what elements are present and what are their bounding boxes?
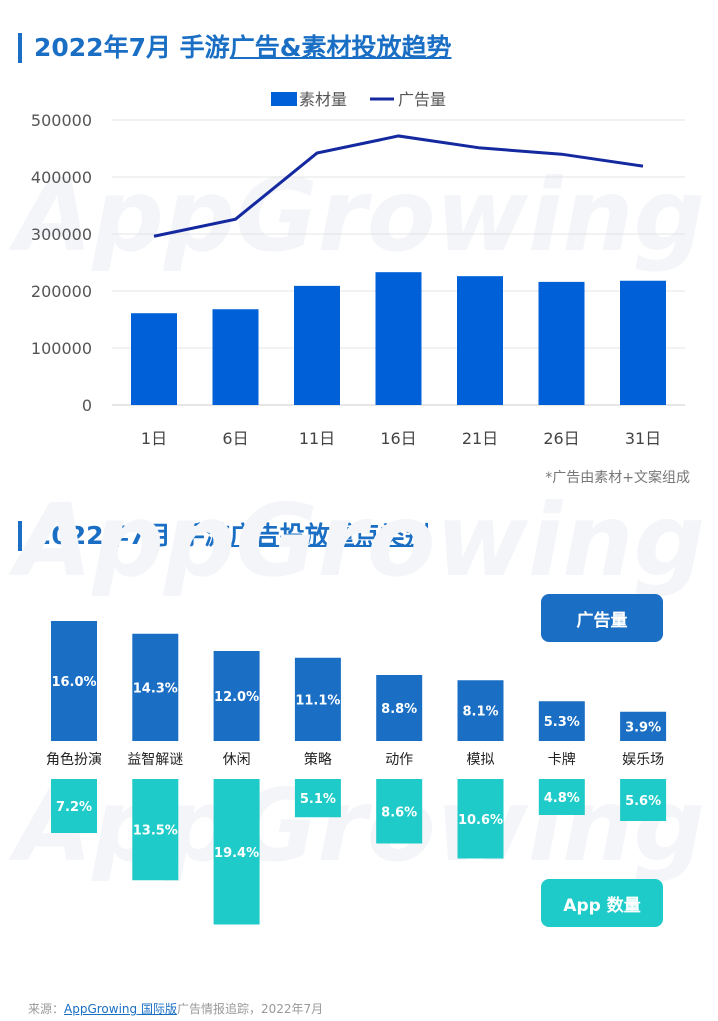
bar xyxy=(457,276,503,405)
category-label: 动作 xyxy=(385,752,413,768)
app-share-bar xyxy=(538,779,585,815)
legend-bar-label: 素材量 xyxy=(299,90,347,109)
y-tick-label: 500000 xyxy=(31,111,92,130)
x-tick-label: 11日 xyxy=(299,429,335,448)
app-share-bar xyxy=(457,779,504,859)
y-tick-label: 0 xyxy=(82,396,92,415)
category-label: 卡牌 xyxy=(548,751,576,768)
ad-share-label: 11.1% xyxy=(295,693,340,708)
bar xyxy=(538,281,585,405)
chart1-title: 2022年7月 手游广告&素材投放趋势 xyxy=(18,33,452,63)
ad-share-label: 8.8% xyxy=(381,702,417,717)
category-label: 角色扮演 xyxy=(46,751,102,768)
ad-share-label: 12.0% xyxy=(214,690,259,705)
category-label: 策略 xyxy=(304,751,332,768)
app-share-bar xyxy=(213,779,260,925)
source: 来源：AppGrowing 国际版广告情报追踪，2022年7月 xyxy=(28,1002,324,1016)
ad-share-label: 14.3% xyxy=(133,681,178,696)
watermark: AppGrowing xyxy=(8,767,705,884)
ad-share-label: 16.0% xyxy=(51,675,96,690)
legend-bar-swatch xyxy=(271,92,297,106)
x-tick-label: 31日 xyxy=(625,429,661,448)
chart2-title: 2022年7月 手游广告投放重点类别 xyxy=(18,521,430,551)
category-label: 休闲 xyxy=(223,752,251,768)
ad-share-bar xyxy=(294,657,341,741)
category-label: 模拟 xyxy=(467,752,495,768)
bar xyxy=(375,272,422,405)
y-tick-label: 300000 xyxy=(31,225,92,244)
legend-ad-share: 广告量 xyxy=(541,594,663,642)
watermark: AppGrowing xyxy=(8,482,705,599)
trend-chart: AppGrowing010000020000030000040000050000… xyxy=(8,90,705,448)
x-tick-label: 21日 xyxy=(462,429,498,448)
ad-share-bar xyxy=(620,711,667,741)
app-share-label: 8.6% xyxy=(381,805,417,820)
ad-volume-line xyxy=(153,134,644,238)
ad-share-bar xyxy=(51,621,97,741)
app-share-label: 5.1% xyxy=(300,792,336,807)
x-tick-label: 16日 xyxy=(380,429,416,448)
footnote: *广告由素材+文案组成 xyxy=(545,470,690,486)
bar xyxy=(212,309,259,405)
ad-share-bar xyxy=(538,701,585,741)
app-share-bar xyxy=(294,779,341,818)
app-share-label: 7.2% xyxy=(56,800,92,815)
ad-share-bar xyxy=(457,680,504,741)
x-tick-label: 6日 xyxy=(222,429,248,448)
x-tick-label: 26日 xyxy=(543,429,579,448)
app-share-bar xyxy=(376,779,423,844)
category-label: 益智解谜 xyxy=(127,752,183,768)
ad-share-bar xyxy=(376,675,423,741)
app-share-label: 19.4% xyxy=(214,846,259,861)
ad-share-bar xyxy=(213,651,260,741)
app-share-bar xyxy=(620,779,667,821)
app-share-bar xyxy=(51,779,97,833)
bar xyxy=(294,285,340,405)
bar xyxy=(620,280,666,405)
app-share-label: 4.8% xyxy=(544,791,580,806)
legend-line-label: 广告量 xyxy=(398,90,446,109)
app-share-label: 10.6% xyxy=(458,813,503,828)
app-share-bar xyxy=(132,779,179,881)
category-chart: AppGrowing AppGrowing 16.0% 角色扮演 7.2% 14.3% 益智… xyxy=(8,482,705,925)
ad-share-label: 3.9% xyxy=(625,720,661,735)
ad-share-label: 5.3% xyxy=(544,715,580,730)
y-tick-label: 200000 xyxy=(31,282,92,301)
app-share-label: 5.6% xyxy=(625,794,661,809)
legend-app-share: App 数量 xyxy=(541,879,663,927)
app-share-label: 13.5% xyxy=(133,824,178,839)
y-tick-label: 400000 xyxy=(31,168,92,187)
source-link[interactable]: AppGrowing 国际版 xyxy=(64,1002,177,1016)
y-tick-label: 100000 xyxy=(31,339,92,358)
bar xyxy=(131,313,177,405)
ad-share-label: 8.1% xyxy=(462,705,498,720)
x-tick-label: 1日 xyxy=(141,429,167,448)
category-label: 娱乐场 xyxy=(622,752,664,768)
ad-share-bar xyxy=(132,633,179,741)
